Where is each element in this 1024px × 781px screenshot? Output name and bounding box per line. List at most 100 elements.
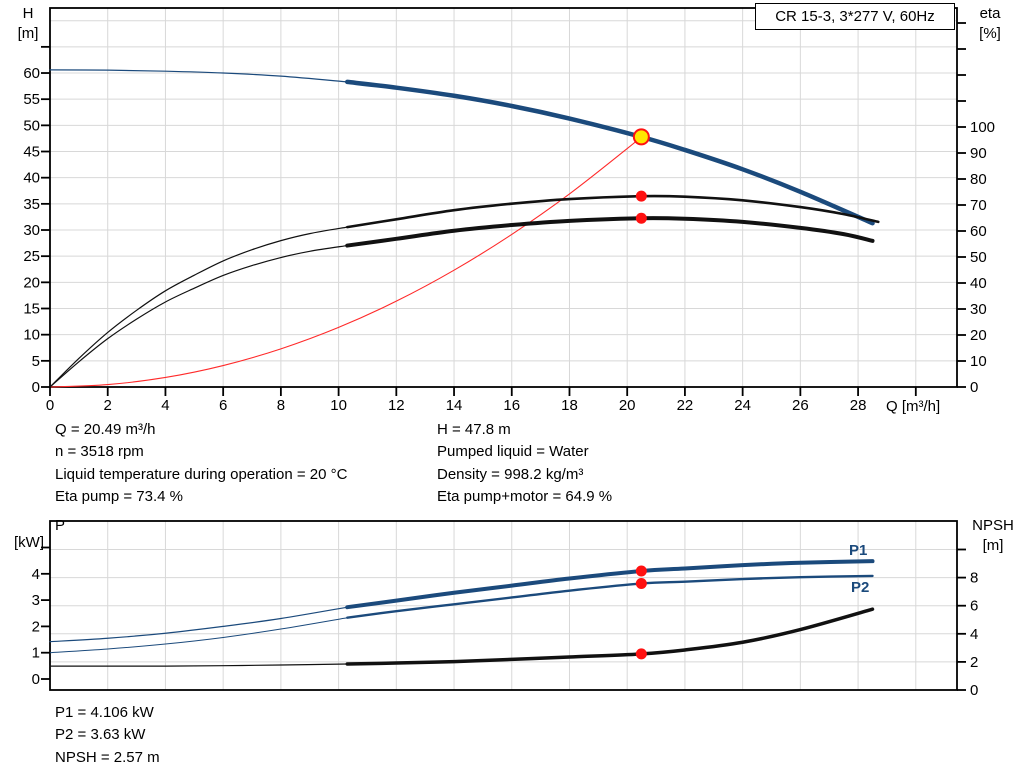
p1-curve [345, 559, 875, 610]
x-axis-tick-label: 14 [446, 397, 463, 414]
p1-dot [635, 565, 647, 577]
info-eta-pump: Eta pump = 73.4 % [55, 487, 183, 505]
x-axis-tick-label: 22 [677, 397, 694, 414]
x-axis-tick-label: 24 [734, 397, 751, 414]
info-head: H = 47.8 m [437, 421, 511, 438]
info-flow: Q = 20.49 m³/h [55, 421, 156, 438]
eta-pump-dot [635, 190, 647, 202]
left-axis-tick-label: 3 [32, 592, 40, 609]
right-axis-tick-label: 8 [970, 570, 978, 587]
info-npsh: NPSH = 2.57 m [55, 748, 160, 766]
npsh-axis-title: NPSH [m] [964, 516, 1022, 556]
right-axis-tick-label: 80 [970, 171, 987, 188]
h-axis-symbol: H [22, 5, 34, 22]
eta-axis-unit: [%] [979, 25, 1001, 42]
qh-curve-thin [49, 69, 348, 83]
system-curve [49, 136, 642, 388]
right-axis-tick-label: 30 [970, 301, 987, 318]
p2-dot [635, 578, 647, 590]
left-axis-tick-label: 25 [23, 248, 40, 265]
p1-curve-thin [49, 606, 348, 643]
x-axis-tick-label: 2 [104, 397, 112, 414]
right-axis-tick-label: 70 [970, 197, 987, 214]
eta-pump-motor-curve [345, 216, 875, 248]
eta-axis-title: eta [%] [968, 4, 1012, 44]
eta-pump-motor-dot [635, 212, 647, 224]
x-axis-tick-label: 6 [219, 397, 227, 414]
left-axis-tick-label: 4 [32, 566, 40, 583]
pump-model-box: CR 15-3, 3*277 V, 60Hz [755, 3, 955, 30]
power-info-block: P1 = 4.106 kW P2 = 3.63 kW NPSH = 2.57 m [55, 702, 160, 769]
left-axis-tick-label: 45 [23, 144, 40, 161]
p2-curve-thin [49, 617, 348, 654]
right-axis-tick-label: 10 [970, 353, 987, 370]
right-axis-tick-label: 40 [970, 275, 987, 292]
x-axis-tick-label: 0 [46, 397, 54, 414]
info-p2: P2 = 3.63 kW [55, 726, 146, 744]
info-speed: n = 3518 rpm [55, 443, 144, 461]
eta-pump-motor-curve-thin [49, 244, 348, 388]
right-axis-tick-label: 0 [970, 379, 978, 396]
eta-pump-curve-thin [49, 226, 348, 388]
info-eta-pump-motor: Eta pump+motor = 64.9 % [437, 487, 613, 505]
x-axis-tick-label: 28 [850, 397, 867, 414]
left-axis-tick-label: 20 [23, 274, 40, 291]
left-axis-tick-label: 50 [23, 117, 40, 134]
eta-axis-symbol: eta [979, 5, 1001, 22]
right-axis-tick-label: 6 [970, 598, 978, 615]
left-axis-tick-label: 55 [23, 91, 40, 108]
x-axis-tick-label: 20 [619, 397, 636, 414]
npsh-curve-thin [49, 663, 348, 667]
duty-info-right: H = 47.8 m Pumped liquid = Water Density… [437, 419, 612, 508]
left-axis-tick-label: 0 [32, 671, 40, 688]
plot-frame [49, 7, 958, 388]
q-axis-label: Q [m³/h] [886, 398, 941, 415]
info-p1: P1 = 4.106 kW [55, 704, 154, 721]
x-axis-tick-label: 26 [792, 397, 809, 414]
left-axis-tick-label: 40 [23, 170, 40, 187]
h-axis-unit: [m] [17, 25, 39, 42]
right-axis-tick-label: 2 [970, 654, 978, 671]
right-axis-tick-label: 60 [970, 223, 987, 240]
left-axis-tick-label: 30 [23, 222, 40, 239]
x-axis-tick-label: 16 [503, 397, 520, 414]
npsh-curve [345, 607, 875, 666]
h-axis-title: H [m] [10, 4, 46, 44]
left-axis-tick-label: 2 [32, 618, 40, 635]
p-axis-symbol: P [54, 517, 65, 534]
right-axis-tick-label: 90 [970, 145, 987, 162]
left-axis-tick-label: 35 [23, 196, 40, 213]
p-axis-unit: [kW] [14, 534, 44, 551]
x-axis-tick-label: 18 [561, 397, 578, 414]
right-axis-tick-label: 50 [970, 249, 987, 266]
left-axis-tick-label: 1 [32, 645, 40, 662]
info-density: Density = 998.2 kg/m³ [437, 465, 584, 483]
duty-point[interactable] [632, 128, 650, 146]
npsh-axis-symbol: NPSH [972, 517, 1014, 534]
right-axis-tick-label: 4 [970, 626, 978, 643]
right-axis-tick-label: 20 [970, 327, 987, 344]
left-axis-tick-label: 5 [32, 353, 40, 370]
left-axis-tick-label: 10 [23, 327, 40, 344]
info-liquid-temp: Liquid temperature during operation = 20… [55, 465, 348, 483]
left-axis-tick-label: 0 [32, 379, 40, 396]
eta-pump-curve [345, 194, 880, 229]
info-pumped-liquid: Pumped liquid = Water [437, 443, 589, 461]
p2-curve-label: P2 [851, 579, 870, 596]
x-axis-tick-label: 4 [161, 397, 169, 414]
qh-curve [345, 79, 875, 226]
left-axis-tick-label: 15 [23, 301, 40, 318]
right-axis-tick-label: 100 [970, 119, 995, 136]
x-axis-tick-label: 10 [330, 397, 347, 414]
p1-curve-label: P1 [849, 542, 868, 559]
npsh-dot [635, 648, 647, 660]
x-axis-tick-label: 8 [277, 397, 285, 414]
npsh-axis-unit: [m] [982, 537, 1004, 554]
p2-curve [346, 574, 874, 619]
x-axis-tick-label: 12 [388, 397, 405, 414]
left-axis-tick-label: 60 [23, 65, 40, 82]
duty-info-left: Q = 20.49 m³/h n = 3518 rpm Liquid tempe… [55, 419, 347, 508]
right-axis-tick-label: 0 [970, 682, 978, 699]
